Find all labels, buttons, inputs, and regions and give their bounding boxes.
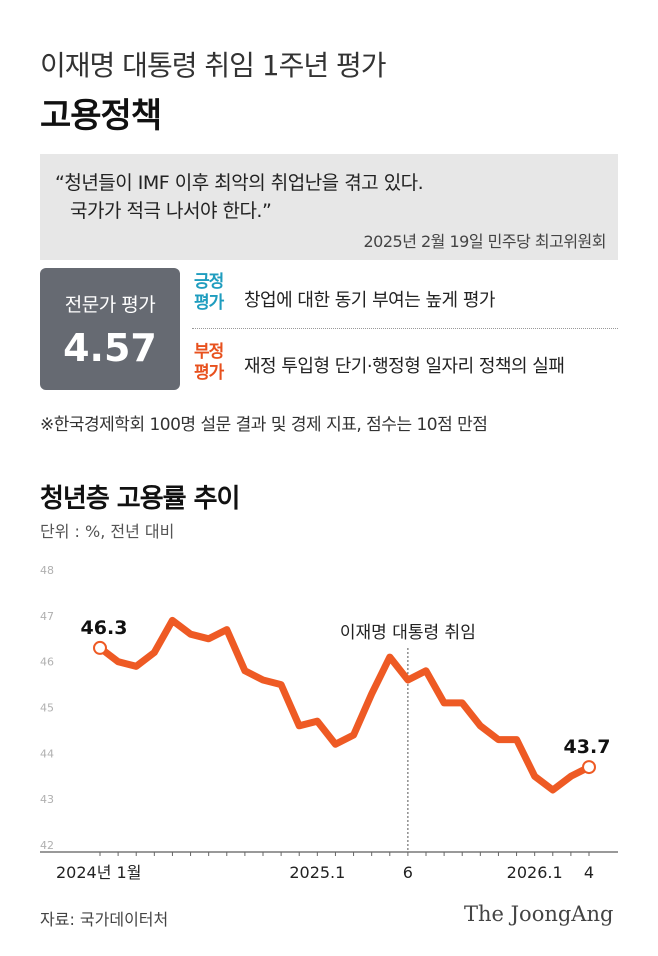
quote-box [40,154,618,260]
x-tick-label: 4 [584,863,594,882]
x-tick-label: 2026.1 [507,863,563,882]
x-axis: 2024년 1월 2025.1 6 2026.1 4 [40,851,618,882]
data-label: 43.7 [564,736,611,758]
data-point [582,760,596,775]
negative-text: 재정 투입형 단기·행정형 일자리 정책의 실패 [244,356,565,377]
x-tick-label: 2025.1 [289,863,345,882]
score-label: 전문가 평가 [64,294,156,316]
positive-tag: 긍정 평가 [194,272,224,313]
y-tick-label: 47 [40,610,54,623]
data-label: 46.3 [81,617,128,639]
y-tick-label: 42 [40,839,54,852]
quote-source: 2025년 2월 19일 민주당 최고위원회 [363,232,606,251]
supertitle: 이재명 대통령 취임 1주년 평가 [40,49,387,82]
y-tick-label: 45 [40,702,54,715]
negative-tag: 부정 평가 [194,342,224,383]
y-tick-label: 48 [40,564,54,577]
series-line [96,616,593,794]
score-box [40,268,180,390]
source-note: 자료: 국가데이터처 [40,910,169,929]
y-tick-label: 44 [40,747,54,760]
y-tick-label: 43 [40,793,54,806]
chart-title: 청년층 고용률 추이 [40,484,240,514]
quote-line-1: “청년들이 IMF 이후 최악의 취업난을 겪고 있다. [55,172,424,194]
score-value: 4.57 [63,326,157,370]
data-points [93,640,596,775]
quote-line-2: 국가가 적극 나서야 한다.” [70,200,272,222]
annotation-group: 이재명 대통령 취임 [340,623,476,850]
x-tick-label: 6 [403,863,413,882]
footnote: ※한국경제학회 100명 설문 결과 및 경제 지표, 점수는 10점 만점 [40,415,488,435]
page-title: 고용정책 [40,96,162,136]
brand-logo: The JoongAng [464,902,614,926]
data-point [93,640,107,655]
y-tick-label: 46 [40,656,54,669]
unit-label: 단위 : %, 전년 대비 [40,522,175,541]
positive-text: 창업에 대한 동기 부여는 높게 평가 [244,290,495,311]
x-tick-label: 2024년 1월 [56,863,141,882]
evaluation-divider [192,328,618,329]
annotation-label: 이재명 대통령 취임 [340,623,476,643]
data-labels: 46.3 43.7 [81,617,611,758]
y-axis: 42 43 44 45 46 47 48 [40,564,54,852]
